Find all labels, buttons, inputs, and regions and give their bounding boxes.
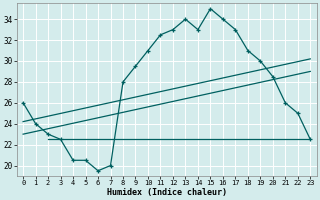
X-axis label: Humidex (Indice chaleur): Humidex (Indice chaleur) [107, 188, 227, 197]
